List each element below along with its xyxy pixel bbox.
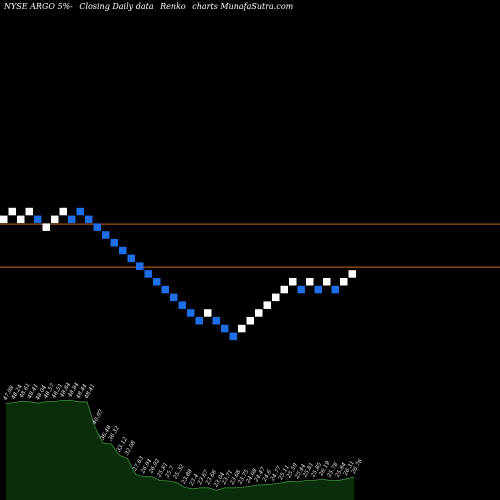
renko-brick-up (280, 285, 288, 294)
source-label: charts MunafaSutra.com (192, 2, 294, 11)
chart-kind-label: Renko (160, 2, 186, 11)
level-lines-layer (0, 223, 500, 268)
renko-brick-down (161, 285, 169, 294)
renko-brick-down (331, 285, 339, 294)
renko-brick-down (212, 317, 220, 325)
data-mode-label: Closing Daily data (79, 2, 154, 11)
renko-brick-down (187, 309, 195, 317)
renko-brick-down (144, 270, 152, 278)
renko-brick-up (263, 301, 271, 309)
renko-brick-down (68, 215, 76, 224)
renko-brick-up (59, 207, 67, 216)
renko-brick-up (25, 207, 33, 216)
renko-bricks-layer (0, 207, 356, 341)
renko-brick-up (340, 278, 348, 286)
ticker-label: NYSE ARGO 5%- (4, 2, 73, 11)
renko-brick-up (238, 324, 246, 333)
renko-brick-up (289, 278, 297, 286)
renko-brick-down (136, 262, 144, 270)
renko-brick-up (348, 270, 356, 278)
renko-brick-up (8, 207, 16, 216)
renko-brick-down (119, 246, 127, 255)
renko-brick-down (170, 293, 178, 302)
renko-brick-up (0, 215, 8, 224)
renko-brick-up (42, 223, 50, 231)
renko-brick-down (314, 285, 322, 294)
renko-brick-down (153, 278, 161, 286)
renko-brick-up (306, 278, 314, 286)
renko-brick-up (246, 317, 254, 325)
renko-brick-down (178, 301, 186, 309)
renko-brick-down (110, 239, 118, 247)
price-area-fill (6, 400, 355, 500)
chart-caption: NYSE ARGO 5%- Closing Daily data Renko c… (4, 2, 297, 11)
price-area-line (5, 400, 355, 491)
renko-brick-up (272, 293, 280, 302)
price-area-layer: 47.9848.2448.6148.4148.0448.5748.5148.84… (2, 381, 364, 500)
renko-brick-down (195, 317, 203, 325)
renko-brick-down (34, 215, 42, 224)
renko-brick-down (102, 231, 110, 239)
renko-brick-down (297, 285, 305, 294)
renko-brick-up (17, 215, 25, 224)
renko-brick-down (85, 215, 93, 224)
renko-brick-up (204, 309, 212, 317)
renko-brick-up (255, 309, 263, 317)
renko-brick-up (51, 215, 59, 224)
renko-brick-down (127, 254, 135, 263)
renko-brick-down (229, 332, 237, 341)
renko-brick-up (323, 278, 331, 286)
renko-brick-down (76, 207, 84, 216)
renko-brick-down (221, 324, 229, 333)
price-label: 40.97 (91, 409, 105, 427)
renko-brick-down (93, 223, 101, 231)
